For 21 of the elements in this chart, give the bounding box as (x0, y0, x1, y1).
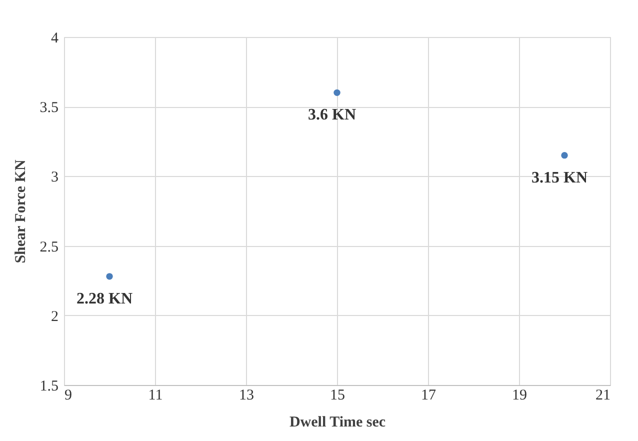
x-tick-label: 15 (330, 388, 345, 404)
y-tick-label: 1.5 (40, 378, 58, 394)
x-tick-label: 11 (148, 388, 163, 404)
x-tick-label: 9 (64, 388, 72, 404)
y-tick-label: 3 (51, 170, 58, 186)
data-label: 2.28 KN (76, 290, 133, 308)
point (106, 273, 113, 280)
x-axis-title: Dwell Time sec (289, 414, 386, 430)
point (561, 152, 568, 159)
point (334, 89, 340, 96)
data-label: 3.15 KN (532, 169, 588, 186)
y-tick-label: 2.5 (40, 239, 58, 256)
data-label: 3.6 KN (308, 106, 356, 124)
x-tick-label: 21 (596, 388, 610, 404)
y-tick-label: 3.5 (40, 100, 58, 116)
x-tick-label: 13 (239, 388, 254, 404)
x-tick-label: 19 (512, 388, 527, 404)
x-tick-label: 17 (421, 388, 436, 404)
y-axis-title: Shear Force KN (12, 160, 29, 264)
y-tick-label: 2 (51, 308, 58, 325)
y-tick-label: 4 (51, 30, 59, 46)
